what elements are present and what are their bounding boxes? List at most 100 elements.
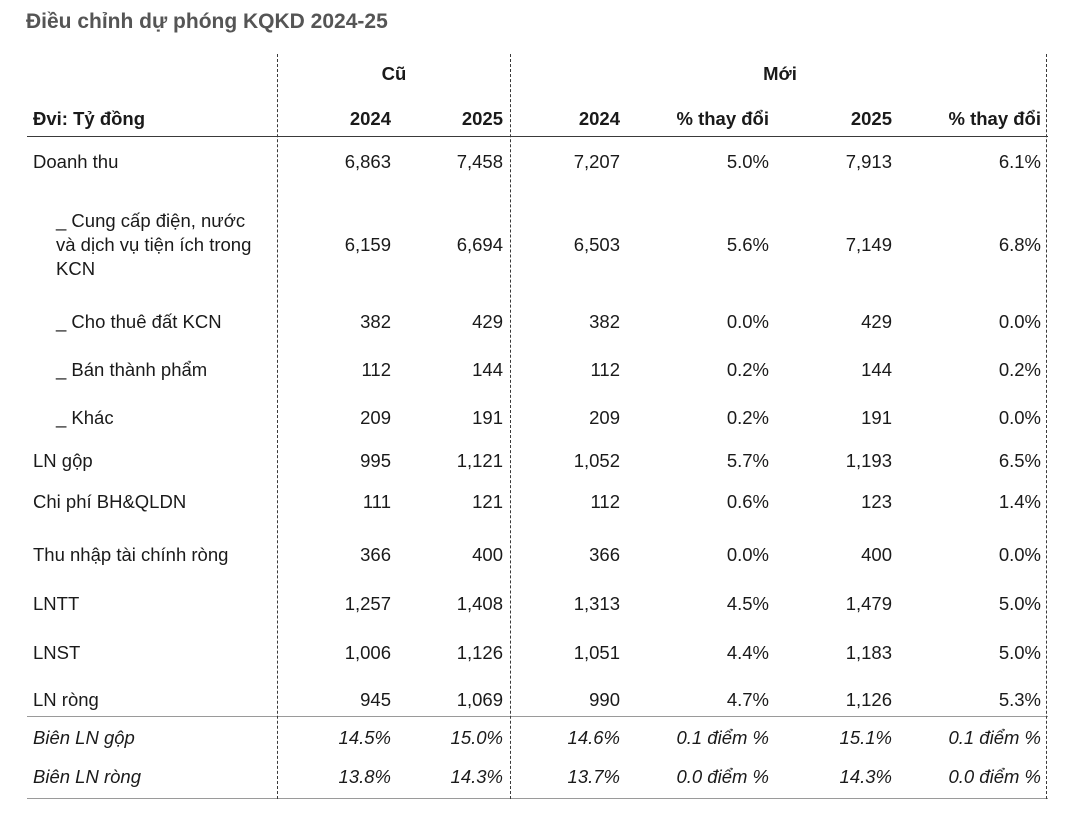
cell-new-2025: 1,479 [845, 593, 892, 614]
cell-new-2025: 123 [861, 491, 892, 512]
cell-new-2025-change: 0.1 điểm % [948, 727, 1041, 748]
cell-old-2024: 112 [361, 359, 392, 380]
row-label: LNST [33, 642, 81, 663]
cell-new-2025-change: 0.0% [998, 407, 1041, 428]
cell-old-2024: 1,006 [344, 642, 391, 663]
cell-old-2025: 1,121 [456, 450, 503, 471]
cell-new-2025: 7,913 [845, 151, 892, 172]
table-row: Thu nhập tài chính ròng 366 400 366 0.0%… [0, 538, 1068, 572]
cell-new-2025-change: 0.0% [998, 311, 1041, 332]
cell-old-2024: 382 [360, 311, 391, 332]
cell-new-2024: 1,052 [573, 450, 620, 471]
cell-old-2025: 1,126 [456, 642, 503, 663]
row-label: _ Khác [56, 407, 114, 428]
cell-new-2025: 144 [861, 359, 892, 380]
table-row: Biên LN gộp 14.5% 15.0% 14.6% 0.1 điểm %… [0, 721, 1068, 755]
header-old-2024: 2024 [349, 108, 391, 129]
header-new-2025: 2025 [850, 108, 892, 129]
cell-new-2024-change: 0.2% [726, 407, 769, 428]
header-new-2024-change: % thay đổi [676, 108, 769, 129]
cell-old-2024: 111 [362, 491, 391, 512]
column-separator [277, 54, 278, 799]
table-bottom-border [27, 798, 1048, 799]
cell-new-2024: 112 [590, 491, 621, 512]
table-row: _ Bán thành phẩm 112 144 112 0.2% 144 0.… [0, 353, 1068, 387]
cell-new-2025-change: 6.1% [998, 151, 1041, 172]
cell-old-2024: 6,863 [344, 151, 391, 172]
cell-new-2025: 7,149 [845, 234, 892, 255]
cell-old-2025: 429 [472, 311, 503, 332]
cell-new-2025: 191 [861, 407, 892, 428]
cell-new-2024: 990 [589, 689, 620, 710]
cell-new-2024-change: 0.6% [726, 491, 769, 512]
cell-new-2025-change: 6.8% [998, 234, 1041, 255]
cell-old-2025: 400 [472, 544, 503, 565]
column-separator [510, 54, 511, 799]
row-label: Chi phí BH&QLDN [33, 491, 187, 512]
cell-new-2025: 1,183 [845, 642, 892, 663]
cell-new-2024-change: 0.2% [726, 359, 769, 380]
cell-old-2024: 995 [360, 450, 391, 471]
cell-new-2024: 6,503 [573, 234, 620, 255]
cell-old-2025: 144 [472, 359, 503, 380]
cell-old-2024: 6,159 [344, 234, 391, 255]
cell-old-2025: 121 [472, 491, 503, 512]
cell-old-2025: 6,694 [456, 234, 503, 255]
unit-label: Đvi: Tỷ đồng [33, 108, 146, 129]
cell-new-2025-change: 0.0 điểm % [948, 766, 1041, 787]
cell-new-2024-change: 0.0% [726, 544, 769, 565]
table-title: Điều chỉnh dự phóng KQKD 2024-25 [26, 10, 388, 33]
cell-new-2024: 366 [589, 544, 620, 565]
cell-new-2024: 13.7% [567, 766, 620, 787]
cell-new-2025-change: 5.0% [998, 593, 1041, 614]
row-label: Doanh thu [33, 151, 119, 172]
cell-new-2025-change: 5.3% [998, 689, 1041, 710]
table-row: _ Khác 209 191 209 0.2% 191 0.0% [0, 401, 1068, 435]
row-label: _ Cho thuê đất KCN [56, 311, 222, 332]
cell-old-2025: 1,408 [456, 593, 503, 614]
cell-new-2025: 429 [861, 311, 892, 332]
row-label: _ Cung cấp điện, nước và dịch vụ tiện íc… [56, 210, 252, 279]
cell-new-2024: 14.6% [567, 727, 620, 748]
header-old-2025: 2025 [461, 108, 503, 129]
cell-new-2024-change: 4.4% [726, 642, 769, 663]
cell-new-2024-change: 5.7% [726, 450, 769, 471]
cell-new-2024-change: 4.7% [726, 689, 769, 710]
cell-new-2024-change: 4.5% [726, 593, 769, 614]
table-row: Biên LN ròng 13.8% 14.3% 13.7% 0.0 điểm … [0, 760, 1068, 794]
cell-new-2024: 382 [589, 311, 620, 332]
cell-old-2025: 191 [472, 407, 503, 428]
table-row: _ Cung cấp điện, nước và dịch vụ tiện íc… [0, 205, 1068, 285]
cell-new-2024-change: 0.1 điểm % [676, 727, 769, 748]
cell-new-2025-change: 6.5% [998, 450, 1041, 471]
row-label: _ Bán thành phẩm [56, 359, 208, 380]
table-row: LN ròng 945 1,069 990 4.7% 1,126 5.3% [0, 683, 1068, 717]
header-new-2024: 2024 [578, 108, 620, 129]
row-label: Thu nhập tài chính ròng [33, 544, 229, 565]
cell-old-2024: 1,257 [344, 593, 391, 614]
cell-old-2024: 945 [360, 689, 391, 710]
table-row: Chi phí BH&QLDN 111 121 112 0.6% 123 1.4… [0, 485, 1068, 519]
cell-new-2024: 112 [590, 359, 621, 380]
column-header-row: Đvi: Tỷ đồng 2024 2025 2024 % thay đổi 2… [0, 104, 1068, 134]
group-header-new: Mới [763, 63, 797, 84]
cell-new-2025-change: 1.4% [998, 491, 1041, 512]
row-label: LNTT [33, 593, 80, 614]
row-label: LN ròng [33, 689, 99, 710]
cell-old-2025: 7,458 [456, 151, 503, 172]
cell-new-2024-change: 0.0% [726, 311, 769, 332]
cell-old-2025: 1,069 [456, 689, 503, 710]
cell-new-2025: 15.1% [839, 727, 892, 748]
cell-old-2024: 366 [360, 544, 391, 565]
margin-divider [27, 716, 1048, 717]
cell-new-2025: 1,126 [845, 689, 892, 710]
cell-new-2024: 1,313 [573, 593, 620, 614]
cell-new-2024-change: 5.6% [726, 234, 769, 255]
header-divider [27, 136, 1048, 137]
row-label: Biên LN ròng [33, 766, 141, 787]
table-row: _ Cho thuê đất KCN 382 429 382 0.0% 429 … [0, 305, 1068, 339]
cell-new-2025-change: 0.2% [998, 359, 1041, 380]
cell-old-2024: 14.5% [338, 727, 391, 748]
cell-new-2025-change: 5.0% [998, 642, 1041, 663]
cell-new-2024: 1,051 [573, 642, 620, 663]
